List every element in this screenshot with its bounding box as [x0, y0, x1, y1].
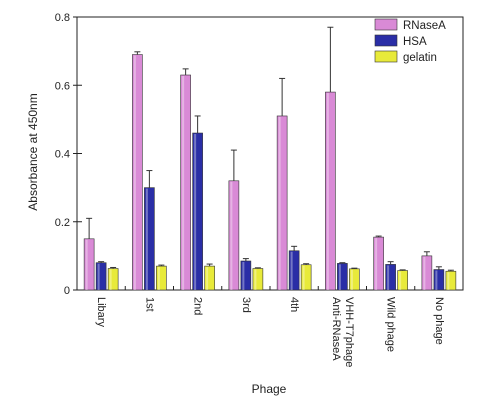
y-tick-label: 0.6	[55, 80, 70, 92]
y-tick-label: 0.4	[55, 149, 70, 161]
bar-highlight	[230, 181, 233, 290]
y-axis: 0 0.2 0.4 0.6 0.8	[55, 12, 82, 297]
x-tick-label: Libary	[95, 297, 107, 327]
bar-highlight	[145, 188, 148, 290]
bar-series-group	[83, 26, 457, 291]
bar-highlight	[85, 239, 88, 290]
bar-highlight	[157, 267, 160, 290]
x-axis-title: Phage	[252, 382, 287, 396]
bar-highlight	[254, 269, 257, 290]
bar-highlight	[447, 272, 450, 290]
x-tick-label: No phage	[433, 297, 445, 345]
x-axis: Libary 1st 2nd 3rd 4th Anti-RNaseA VHH-T7phage…	[95, 286, 464, 367]
legend-label-hsa: HSA	[403, 36, 427, 48]
bar-highlight	[182, 76, 185, 290]
bar-highlight	[242, 261, 245, 290]
bar-highlight	[375, 238, 378, 290]
bar-highlight	[194, 134, 197, 290]
bar-highlight	[350, 269, 353, 290]
bar-highlight	[423, 256, 426, 290]
legend: RNaseA HSA gelatin	[374, 18, 446, 64]
bar-highlight	[109, 269, 112, 290]
bar-highlight	[206, 267, 209, 290]
bar-highlight	[97, 263, 100, 290]
bar-highlight	[302, 265, 305, 290]
legend-swatch-gelatin	[374, 50, 398, 63]
bar-highlight	[399, 271, 402, 290]
y-tick-label: 0.8	[55, 12, 70, 24]
bar-highlight	[435, 270, 438, 290]
y-tick-label: 0.2	[55, 217, 70, 229]
x-tick-label: 1st	[143, 297, 155, 312]
y-tick-label: 0	[64, 285, 70, 297]
legend-swatch-hsa	[374, 34, 398, 47]
x-tick-label: Anti-RNaseA	[330, 297, 342, 361]
bar-highlight	[290, 251, 293, 290]
x-tick-label: Wild phage	[385, 297, 397, 352]
bar-highlight	[338, 264, 341, 290]
y-axis-title: Absorbance at 450nm	[26, 93, 40, 210]
legend-label-rnasea: RNaseA	[403, 20, 446, 32]
x-tick-label: 2nd	[192, 297, 204, 315]
bar-highlight	[133, 55, 136, 290]
x-tick-label: 4th	[288, 297, 300, 312]
bar-highlight	[387, 265, 390, 290]
legend-label-gelatin: gelatin	[403, 52, 437, 64]
bar-highlight	[326, 93, 329, 290]
bar-highlight	[278, 116, 281, 291]
legend-swatch-rnasea	[374, 18, 398, 31]
x-tick-label: VHH-T7phage	[343, 297, 355, 367]
x-tick-label: 3rd	[240, 297, 252, 313]
